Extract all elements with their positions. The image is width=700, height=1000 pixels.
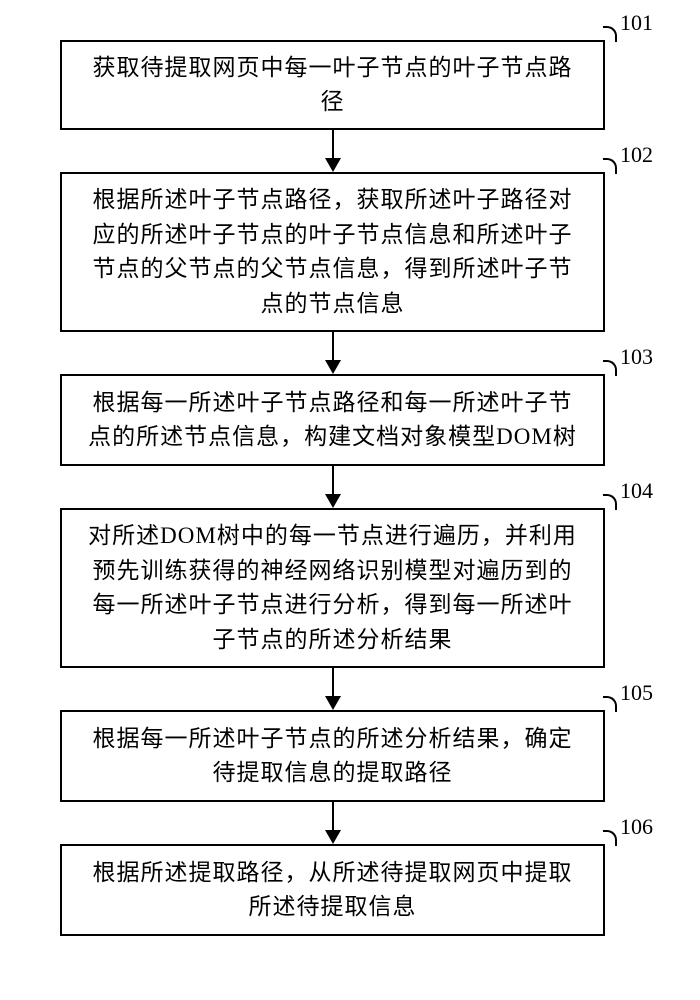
arrow-line [332, 802, 334, 832]
arrow-head-icon [325, 696, 341, 710]
label-connector [603, 158, 617, 174]
step-box-102: 根据所述叶子节点路径，获取所述叶子路径对应的所述叶子节点的叶子节点信息和所述叶子… [60, 172, 605, 332]
arrow-line [332, 332, 334, 362]
step-label-102: 102 [620, 142, 653, 168]
step-label-101: 101 [620, 10, 653, 36]
arrow-line [332, 130, 334, 160]
step-text: 根据每一所述叶子节点的所述分析结果，确定待提取信息的提取路径 [82, 722, 583, 791]
step-text: 根据所述叶子节点路径，获取所述叶子路径对应的所述叶子节点的叶子节点信息和所述叶子… [82, 183, 583, 321]
arrow-head-icon [325, 158, 341, 172]
label-connector [603, 360, 617, 376]
step-label-103: 103 [620, 344, 653, 370]
arrow-line [332, 466, 334, 496]
label-connector [603, 830, 617, 846]
label-connector [603, 26, 617, 42]
label-connector [603, 494, 617, 510]
step-box-103: 根据每一所述叶子节点路径和每一所述叶子节点的所述节点信息，构建文档对象模型DOM… [60, 374, 605, 466]
step-text: 根据每一所述叶子节点路径和每一所述叶子节点的所述节点信息，构建文档对象模型DOM… [82, 386, 583, 455]
arrow-head-icon [325, 360, 341, 374]
step-label-104: 104 [620, 478, 653, 504]
step-label-105: 105 [620, 680, 653, 706]
step-box-101: 获取待提取网页中每一叶子节点的叶子节点路径 [60, 40, 605, 130]
step-box-104: 对所述DOM树中的每一节点进行遍历，并利用预先训练获得的神经网络识别模型对遍历到… [60, 508, 605, 668]
arrow-head-icon [325, 830, 341, 844]
step-box-106: 根据所述提取路径，从所述待提取网页中提取所述待提取信息 [60, 844, 605, 936]
step-box-105: 根据每一所述叶子节点的所述分析结果，确定待提取信息的提取路径 [60, 710, 605, 802]
step-label-106: 106 [620, 814, 653, 840]
flowchart-container: 获取待提取网页中每一叶子节点的叶子节点路径 101 根据所述叶子节点路径，获取所述叶… [0, 0, 700, 1000]
arrow-line [332, 668, 334, 698]
step-text: 对所述DOM树中的每一节点进行遍历，并利用预先训练获得的神经网络识别模型对遍历到… [82, 519, 583, 657]
step-text: 根据所述提取路径，从所述待提取网页中提取所述待提取信息 [82, 856, 583, 925]
step-text: 获取待提取网页中每一叶子节点的叶子节点路径 [82, 51, 583, 120]
arrow-head-icon [325, 494, 341, 508]
label-connector [603, 696, 617, 712]
